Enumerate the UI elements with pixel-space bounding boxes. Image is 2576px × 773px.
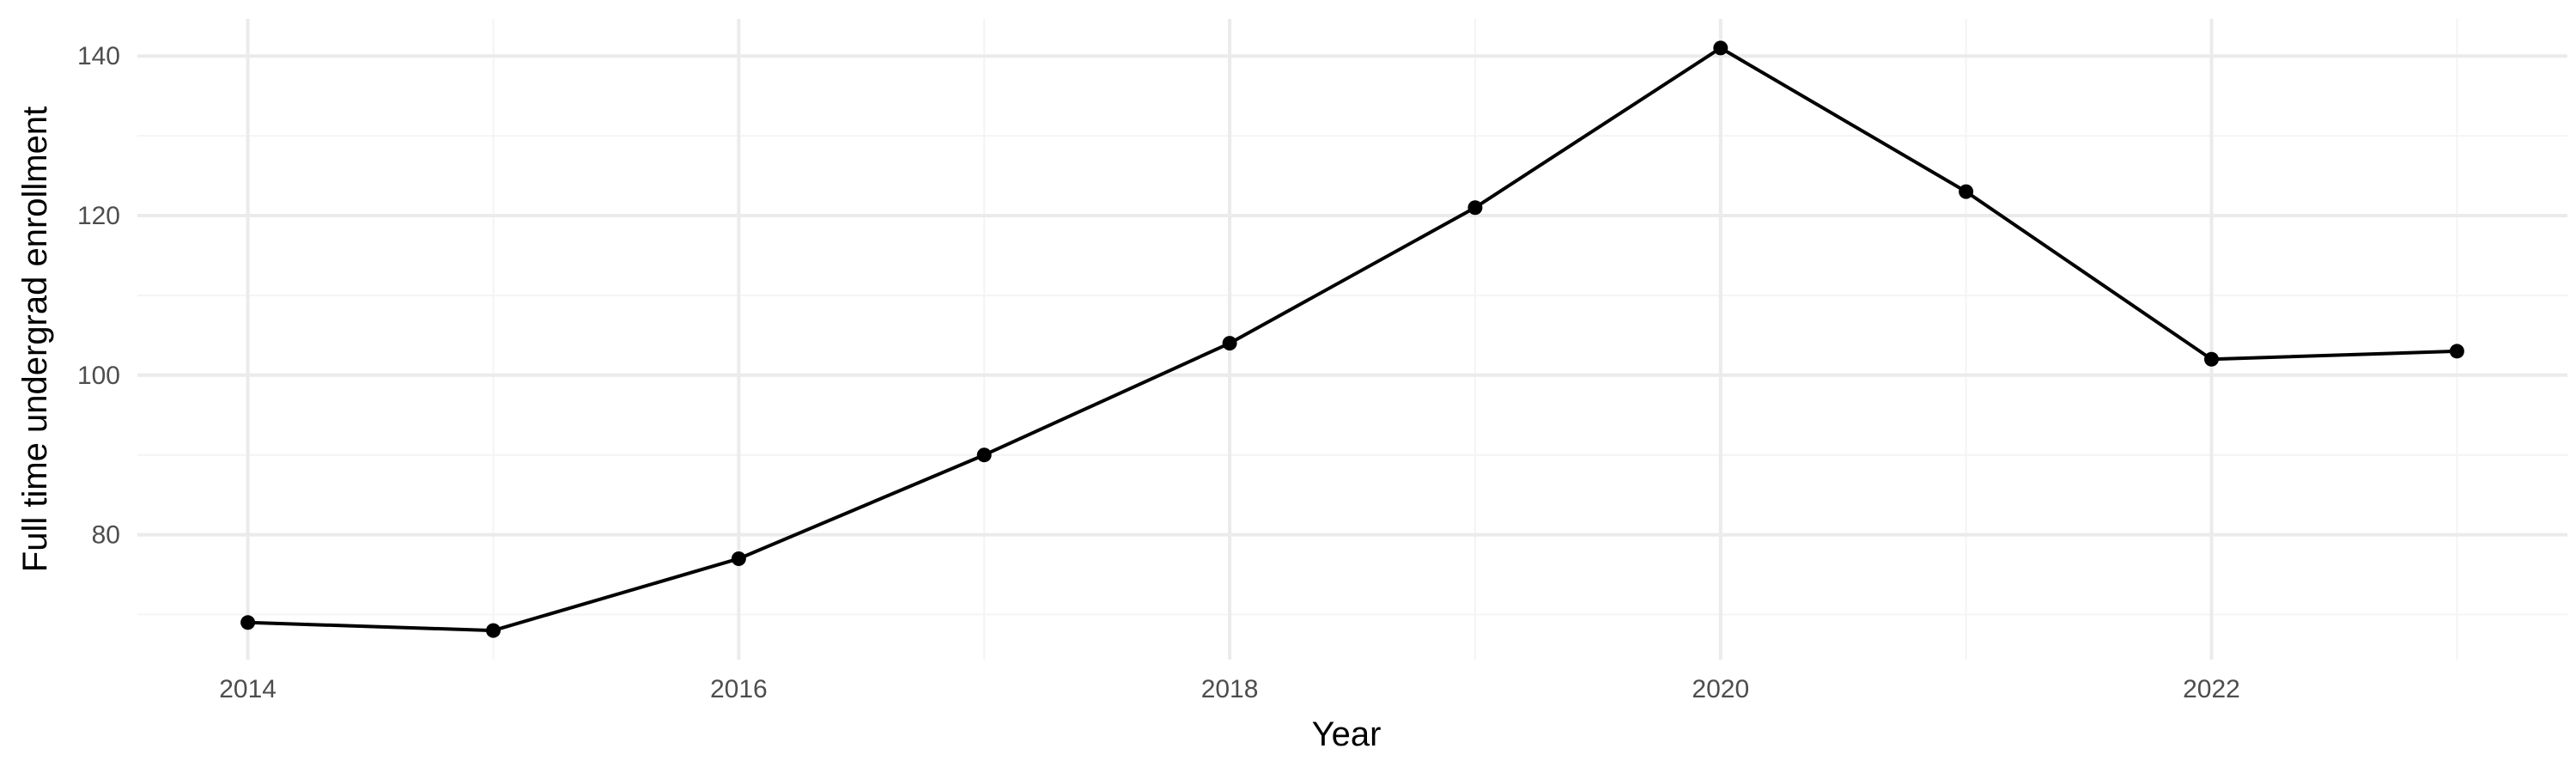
x-tick-label: 2018 (1201, 675, 1259, 703)
y-axis-tick-labels: 80 100 120 140 (77, 42, 120, 549)
major-gridlines (137, 19, 2567, 660)
y-axis-title: Full time undergrad enrollment (16, 107, 54, 572)
x-axis-tick-labels: 2014 2016 2018 2020 2022 (219, 675, 2240, 703)
y-tick-label: 120 (77, 202, 120, 230)
series-layer (240, 40, 2464, 638)
series-line (246, 46, 2459, 633)
x-tick-label: 2014 (219, 675, 276, 703)
x-tick-label: 2022 (2183, 675, 2240, 703)
data-point (1222, 336, 1237, 351)
minor-gridlines (137, 19, 2567, 660)
y-tick-label: 140 (77, 42, 120, 70)
data-point (976, 447, 992, 463)
data-point (2204, 351, 2220, 367)
y-tick-label: 80 (92, 521, 120, 550)
x-tick-label: 2016 (710, 675, 768, 703)
y-tick-label: 100 (77, 362, 120, 390)
data-point (1467, 200, 1483, 216)
x-axis-title: Year (1312, 715, 1382, 753)
data-point (1713, 40, 1728, 56)
data-point (240, 615, 256, 630)
data-point (485, 623, 501, 638)
data-point (1959, 184, 1974, 199)
x-tick-label: 2020 (1692, 675, 1749, 703)
data-point (731, 551, 746, 566)
data-point (2449, 344, 2464, 359)
